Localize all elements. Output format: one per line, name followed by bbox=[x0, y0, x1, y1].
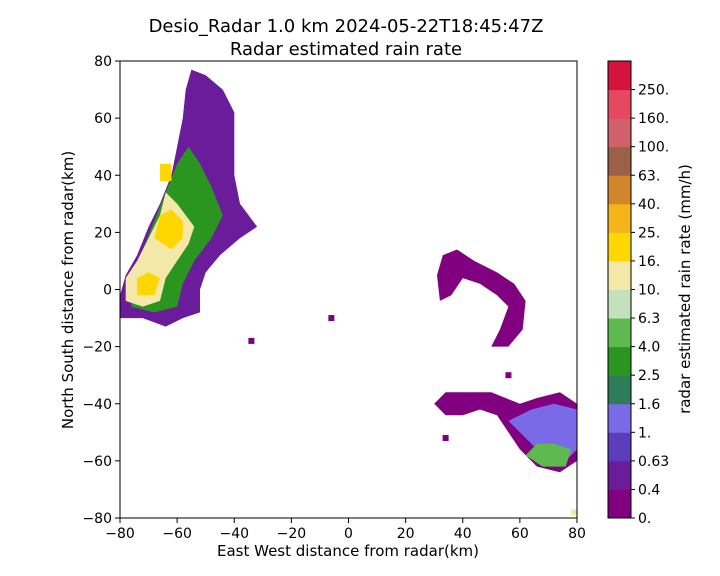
rain-echo-4 bbox=[571, 509, 578, 516]
colorbar-swatch bbox=[608, 61, 631, 91]
x-tick-label: −60 bbox=[162, 526, 192, 542]
x-axis-label: East West distance from radar(km) bbox=[217, 542, 479, 560]
rain-echo-2 bbox=[505, 372, 512, 379]
y-tick-label: 20 bbox=[94, 225, 112, 241]
colorbar-tick-label: 0.4 bbox=[638, 482, 660, 498]
colorbar-swatch bbox=[608, 432, 631, 462]
colorbar-swatch bbox=[608, 289, 631, 319]
y-axis-label: North South distance from radar(km) bbox=[59, 151, 77, 429]
heatmap-layer bbox=[120, 69, 578, 516]
colorbar-swatch bbox=[608, 460, 631, 490]
y-tick-label: −40 bbox=[82, 397, 112, 413]
x-tick-label: 60 bbox=[511, 526, 529, 542]
rain-cell-east-southeast-green bbox=[525, 443, 572, 467]
colorbar-swatch bbox=[608, 146, 631, 176]
x-tick-label: −20 bbox=[277, 526, 307, 542]
x-tick-label: 40 bbox=[454, 526, 472, 542]
colorbar-swatch bbox=[608, 232, 631, 262]
colorbar-tick-label: 0. bbox=[638, 511, 651, 527]
rain-echo-0 bbox=[328, 315, 335, 322]
colorbar-tick-label: 25. bbox=[638, 225, 660, 241]
colorbar-tick-label: 16. bbox=[638, 254, 660, 270]
colorbar-swatch bbox=[608, 375, 631, 405]
colorbar-tick-label: 0.63 bbox=[638, 454, 669, 470]
colorbar-swatch bbox=[608, 260, 631, 290]
y-tick-label: 0 bbox=[103, 283, 112, 299]
colorbar-label: radar estimated rain rate (mm/h) bbox=[676, 164, 694, 414]
colorbar-tick-label: 100. bbox=[638, 140, 669, 156]
rain-cell-northwest-core-peak-2 bbox=[137, 272, 160, 296]
y-tick-label: 40 bbox=[94, 168, 112, 184]
colorbar-swatch bbox=[608, 403, 631, 433]
x-tick-label: 0 bbox=[344, 526, 353, 542]
colorbar-tick-label: 2.5 bbox=[638, 368, 660, 384]
colorbar-swatch bbox=[608, 346, 631, 376]
rain-cell-northwest-core-peak bbox=[154, 209, 183, 250]
colorbar-tick-label: 10. bbox=[638, 283, 660, 299]
colorbar-swatch bbox=[608, 489, 631, 519]
colorbar-swatch bbox=[608, 89, 631, 119]
y-axis-ticks: 80 60 40 20 0 −20 −40 −60 −80 bbox=[82, 54, 120, 527]
y-tick-label: −20 bbox=[82, 340, 112, 356]
x-axis-ticks: −80 −60 −40 −20 0 20 40 60 80 bbox=[105, 518, 586, 542]
colorbar-swatch bbox=[608, 175, 631, 205]
colorbar-tick-label: 1. bbox=[638, 425, 651, 441]
x-tick-label: −80 bbox=[105, 526, 135, 542]
y-tick-label: −60 bbox=[82, 454, 112, 470]
x-tick-label: 80 bbox=[568, 526, 586, 542]
colorbar-swatch bbox=[608, 118, 631, 148]
y-tick-label: −80 bbox=[82, 511, 112, 527]
rain-cell-east-arc-upper bbox=[437, 249, 526, 347]
colorbar-swatch bbox=[608, 203, 631, 233]
colorbar-swatch bbox=[608, 318, 631, 348]
y-tick-label: 80 bbox=[94, 54, 112, 70]
x-tick-label: −40 bbox=[219, 526, 249, 542]
colorbar-tick-label: 4.0 bbox=[638, 340, 660, 356]
y-tick-label: 60 bbox=[94, 111, 112, 127]
x-tick-label: 20 bbox=[397, 526, 415, 542]
colorbar-tick-label: 250. bbox=[638, 83, 669, 99]
colorbar-tick-label: 1.6 bbox=[638, 397, 660, 413]
rain-echo-3 bbox=[442, 435, 449, 442]
chart-title: Desio_Radar 1.0 km 2024-05-22T18:45:47Z bbox=[149, 16, 544, 37]
rain-echo-1 bbox=[248, 337, 255, 344]
colorbar-tick-label: 6.3 bbox=[638, 311, 660, 327]
colorbar-tick-label: 160. bbox=[638, 111, 669, 127]
colorbar: 0. 0.4 0.63 1. 1.6 2.5 4.0 6.3 10. 16. 25. 40. 63. 10… bbox=[607, 60, 669, 527]
colorbar-tick-label: 63. bbox=[638, 168, 660, 184]
colorbar-tick-label: 40. bbox=[638, 197, 660, 213]
chart-subtitle: Radar estimated rain rate bbox=[230, 39, 462, 60]
rain-cell-northwest-core-peak-3 bbox=[160, 163, 172, 181]
